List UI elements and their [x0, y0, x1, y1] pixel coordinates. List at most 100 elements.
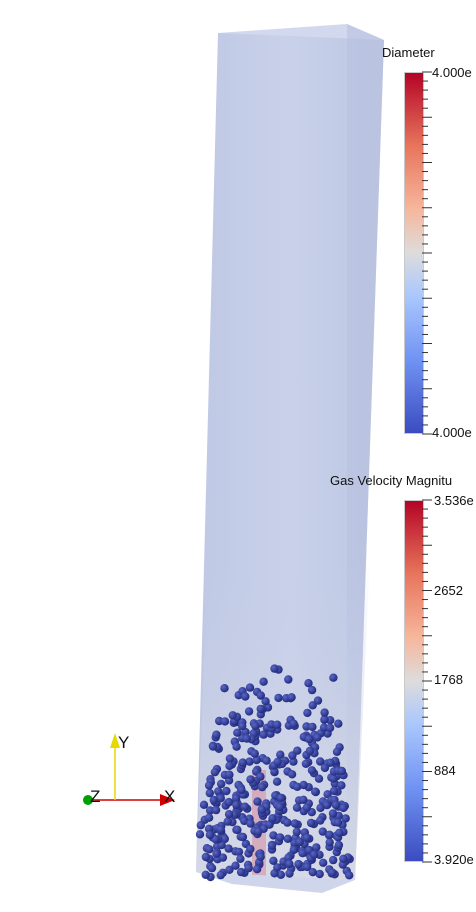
particle: [209, 795, 218, 805]
particle: [232, 742, 241, 751]
particle: [214, 787, 223, 796]
particle: [311, 787, 320, 796]
particle: [289, 845, 298, 855]
particle: [245, 683, 255, 692]
particle: [319, 723, 329, 732]
particle: [334, 719, 343, 728]
particle: [244, 707, 254, 716]
particle: [225, 770, 234, 779]
particle: [256, 691, 265, 700]
particle: [225, 865, 234, 874]
particle: [275, 802, 284, 812]
velocity-legend-title: Gas Velocity Magnitu: [330, 473, 453, 488]
particle: [337, 781, 346, 790]
particle: [252, 865, 262, 874]
particle: [328, 809, 338, 818]
particle: [320, 763, 330, 773]
particle: [314, 774, 324, 783]
velocity-tick-label-max: 3.536e: [434, 493, 474, 508]
particle: [290, 819, 300, 828]
particle: [225, 754, 235, 763]
particle: [331, 800, 341, 810]
diameter-legend-title: Diameter: [382, 45, 435, 60]
particle: [246, 844, 255, 854]
column-base-face: [196, 872, 355, 893]
diameter-min-label: 4.000e: [432, 425, 472, 440]
particle: [287, 693, 296, 702]
particle: [222, 786, 231, 796]
particle: [312, 843, 321, 852]
particle: [218, 853, 228, 862]
particle: [246, 775, 255, 784]
particle: [307, 685, 317, 695]
particle: [250, 749, 259, 758]
particle: [216, 794, 225, 803]
particle: [308, 722, 317, 732]
particle: [201, 852, 211, 862]
particle: [240, 802, 250, 811]
particle: [339, 803, 348, 813]
particle: [217, 779, 226, 789]
velocity-colorbar[interactable]: [404, 500, 424, 862]
particle: [320, 715, 329, 724]
particle: [319, 858, 328, 867]
particle: [269, 856, 278, 865]
y-axis-arrowhead: [110, 733, 120, 748]
particle: [245, 757, 254, 766]
particle: [273, 720, 282, 729]
particle: [195, 830, 205, 839]
particle: [223, 817, 232, 826]
particle: [316, 803, 325, 813]
particle: [335, 828, 344, 837]
particle: [236, 867, 246, 877]
particle: [316, 757, 325, 766]
particle: [285, 859, 294, 869]
particle: [305, 746, 315, 756]
particle: [329, 786, 339, 796]
particle: [212, 849, 221, 858]
particle: [256, 704, 265, 714]
particle: [236, 854, 245, 863]
particle: [273, 863, 282, 872]
particle: [254, 827, 263, 836]
particle: [196, 821, 205, 830]
particle: [232, 800, 241, 809]
particle: [273, 757, 282, 766]
particle: [205, 845, 214, 854]
particle: [228, 711, 237, 720]
particle: [307, 766, 317, 775]
particle: [310, 850, 319, 859]
particle: [288, 751, 297, 760]
particle: [257, 805, 266, 814]
particle: [262, 756, 271, 765]
particle: [292, 827, 301, 837]
particle: [337, 766, 346, 776]
particle: [303, 708, 312, 718]
particle: [201, 870, 210, 879]
particle: [205, 806, 215, 815]
particle: [339, 854, 348, 863]
particle: [303, 862, 312, 872]
particle: [238, 721, 247, 731]
particle: [284, 675, 293, 684]
particle: [293, 782, 302, 791]
particle: [325, 830, 334, 839]
particle: [320, 708, 329, 717]
diameter-colorbar[interactable]: [404, 72, 424, 434]
particle: [269, 831, 278, 840]
particle: [308, 868, 317, 877]
particle: [241, 692, 250, 701]
particle: [237, 785, 246, 795]
particle: [224, 810, 234, 819]
particle: [332, 747, 342, 756]
particle: [256, 772, 265, 781]
z-axis-label: Z: [90, 787, 100, 806]
particle: [305, 734, 314, 744]
particle: [298, 849, 307, 858]
particle: [302, 803, 312, 812]
velocity-tick-label-884: 884: [434, 763, 456, 778]
particle: [318, 827, 327, 836]
particle: [292, 803, 302, 812]
particle: [265, 820, 274, 829]
